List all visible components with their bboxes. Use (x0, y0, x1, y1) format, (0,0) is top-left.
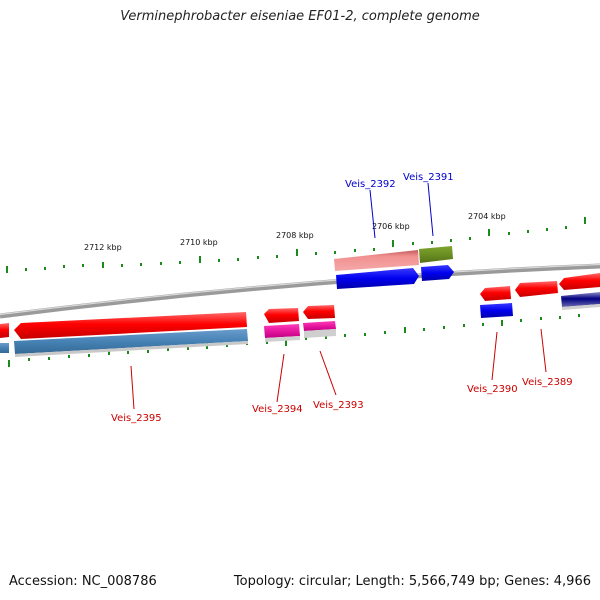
gene-left-edge-cds[interactable] (0, 343, 9, 353)
leader-veis-2394 (276, 353, 285, 403)
gene-veis-2394-cds[interactable] (264, 324, 300, 338)
map-title: Verminephrobacter eiseniae EF01-2, compl… (120, 9, 480, 24)
leader-veis-2391 (427, 182, 434, 237)
forward-strand-genes (334, 246, 454, 289)
reverse-strand-genes (0, 273, 600, 357)
genome-backbone-highlight (0, 263, 600, 316)
gene-veis-2393-cds-shadow (304, 329, 336, 338)
leader-veis-2389 (540, 328, 547, 373)
label-veis-2392[interactable]: Veis_2392 (345, 179, 396, 190)
leader-veis-2390 (491, 331, 498, 381)
leader-veis-2395 (130, 365, 135, 410)
gene-veis-2394-feature[interactable] (264, 308, 299, 323)
gene-veis-2392-cds[interactable] (336, 268, 419, 289)
gene-left-edge-feature[interactable] (0, 323, 9, 338)
tick-label-2706: 2706 kbp (372, 222, 410, 231)
label-leaders (130, 182, 547, 410)
label-veis-2394[interactable]: Veis_2394 (252, 404, 303, 415)
accession-text: Accession: NC_008786 (9, 574, 157, 589)
gene-veis-2393-feature[interactable] (303, 305, 335, 319)
gene-right-edge-feature[interactable] (559, 273, 600, 290)
gene-veis-2395-cds-shadow (15, 341, 248, 357)
outer-tick-ring (6, 217, 586, 273)
gene-veis-2392-feature[interactable] (334, 250, 419, 271)
genome-backbone (0, 263, 600, 319)
leader-veis-2392 (369, 189, 376, 239)
label-veis-2390[interactable]: Veis_2390 (467, 384, 518, 395)
gene-veis-2389-feature[interactable] (515, 281, 558, 297)
gene-veis-2395-feature[interactable] (14, 312, 247, 339)
gene-veis-2394-cds-shadow (265, 336, 300, 342)
gene-veis-2390-cds[interactable] (480, 303, 513, 318)
genome-summary-text: Topology: circular; Length: 5,566,749 bp… (233, 574, 591, 589)
gene-veis-2390-feature[interactable] (480, 286, 511, 301)
tick-label-2712: 2712 kbp (84, 243, 122, 252)
tick-label-2710: 2710 kbp (180, 238, 218, 247)
tick-label-2704: 2704 kbp (468, 212, 506, 221)
gene-veis-2391-feature[interactable] (419, 246, 453, 263)
gene-right-edge-cds-shadow (562, 304, 600, 310)
label-veis-2391[interactable]: Veis_2391 (403, 172, 454, 183)
gene-right-edge-cds[interactable] (561, 292, 600, 307)
gene-veis-2393-cds[interactable] (303, 321, 336, 331)
label-veis-2395[interactable]: Veis_2395 (111, 413, 162, 424)
gene-veis-2391-cds[interactable] (421, 265, 454, 281)
tick-label-2708: 2708 kbp (276, 231, 314, 240)
gene-veis-2395-cds[interactable] (14, 329, 248, 354)
label-veis-2393[interactable]: Veis_2393 (313, 400, 364, 411)
leader-veis-2393 (319, 350, 337, 396)
label-veis-2389[interactable]: Veis_2389 (522, 377, 573, 388)
